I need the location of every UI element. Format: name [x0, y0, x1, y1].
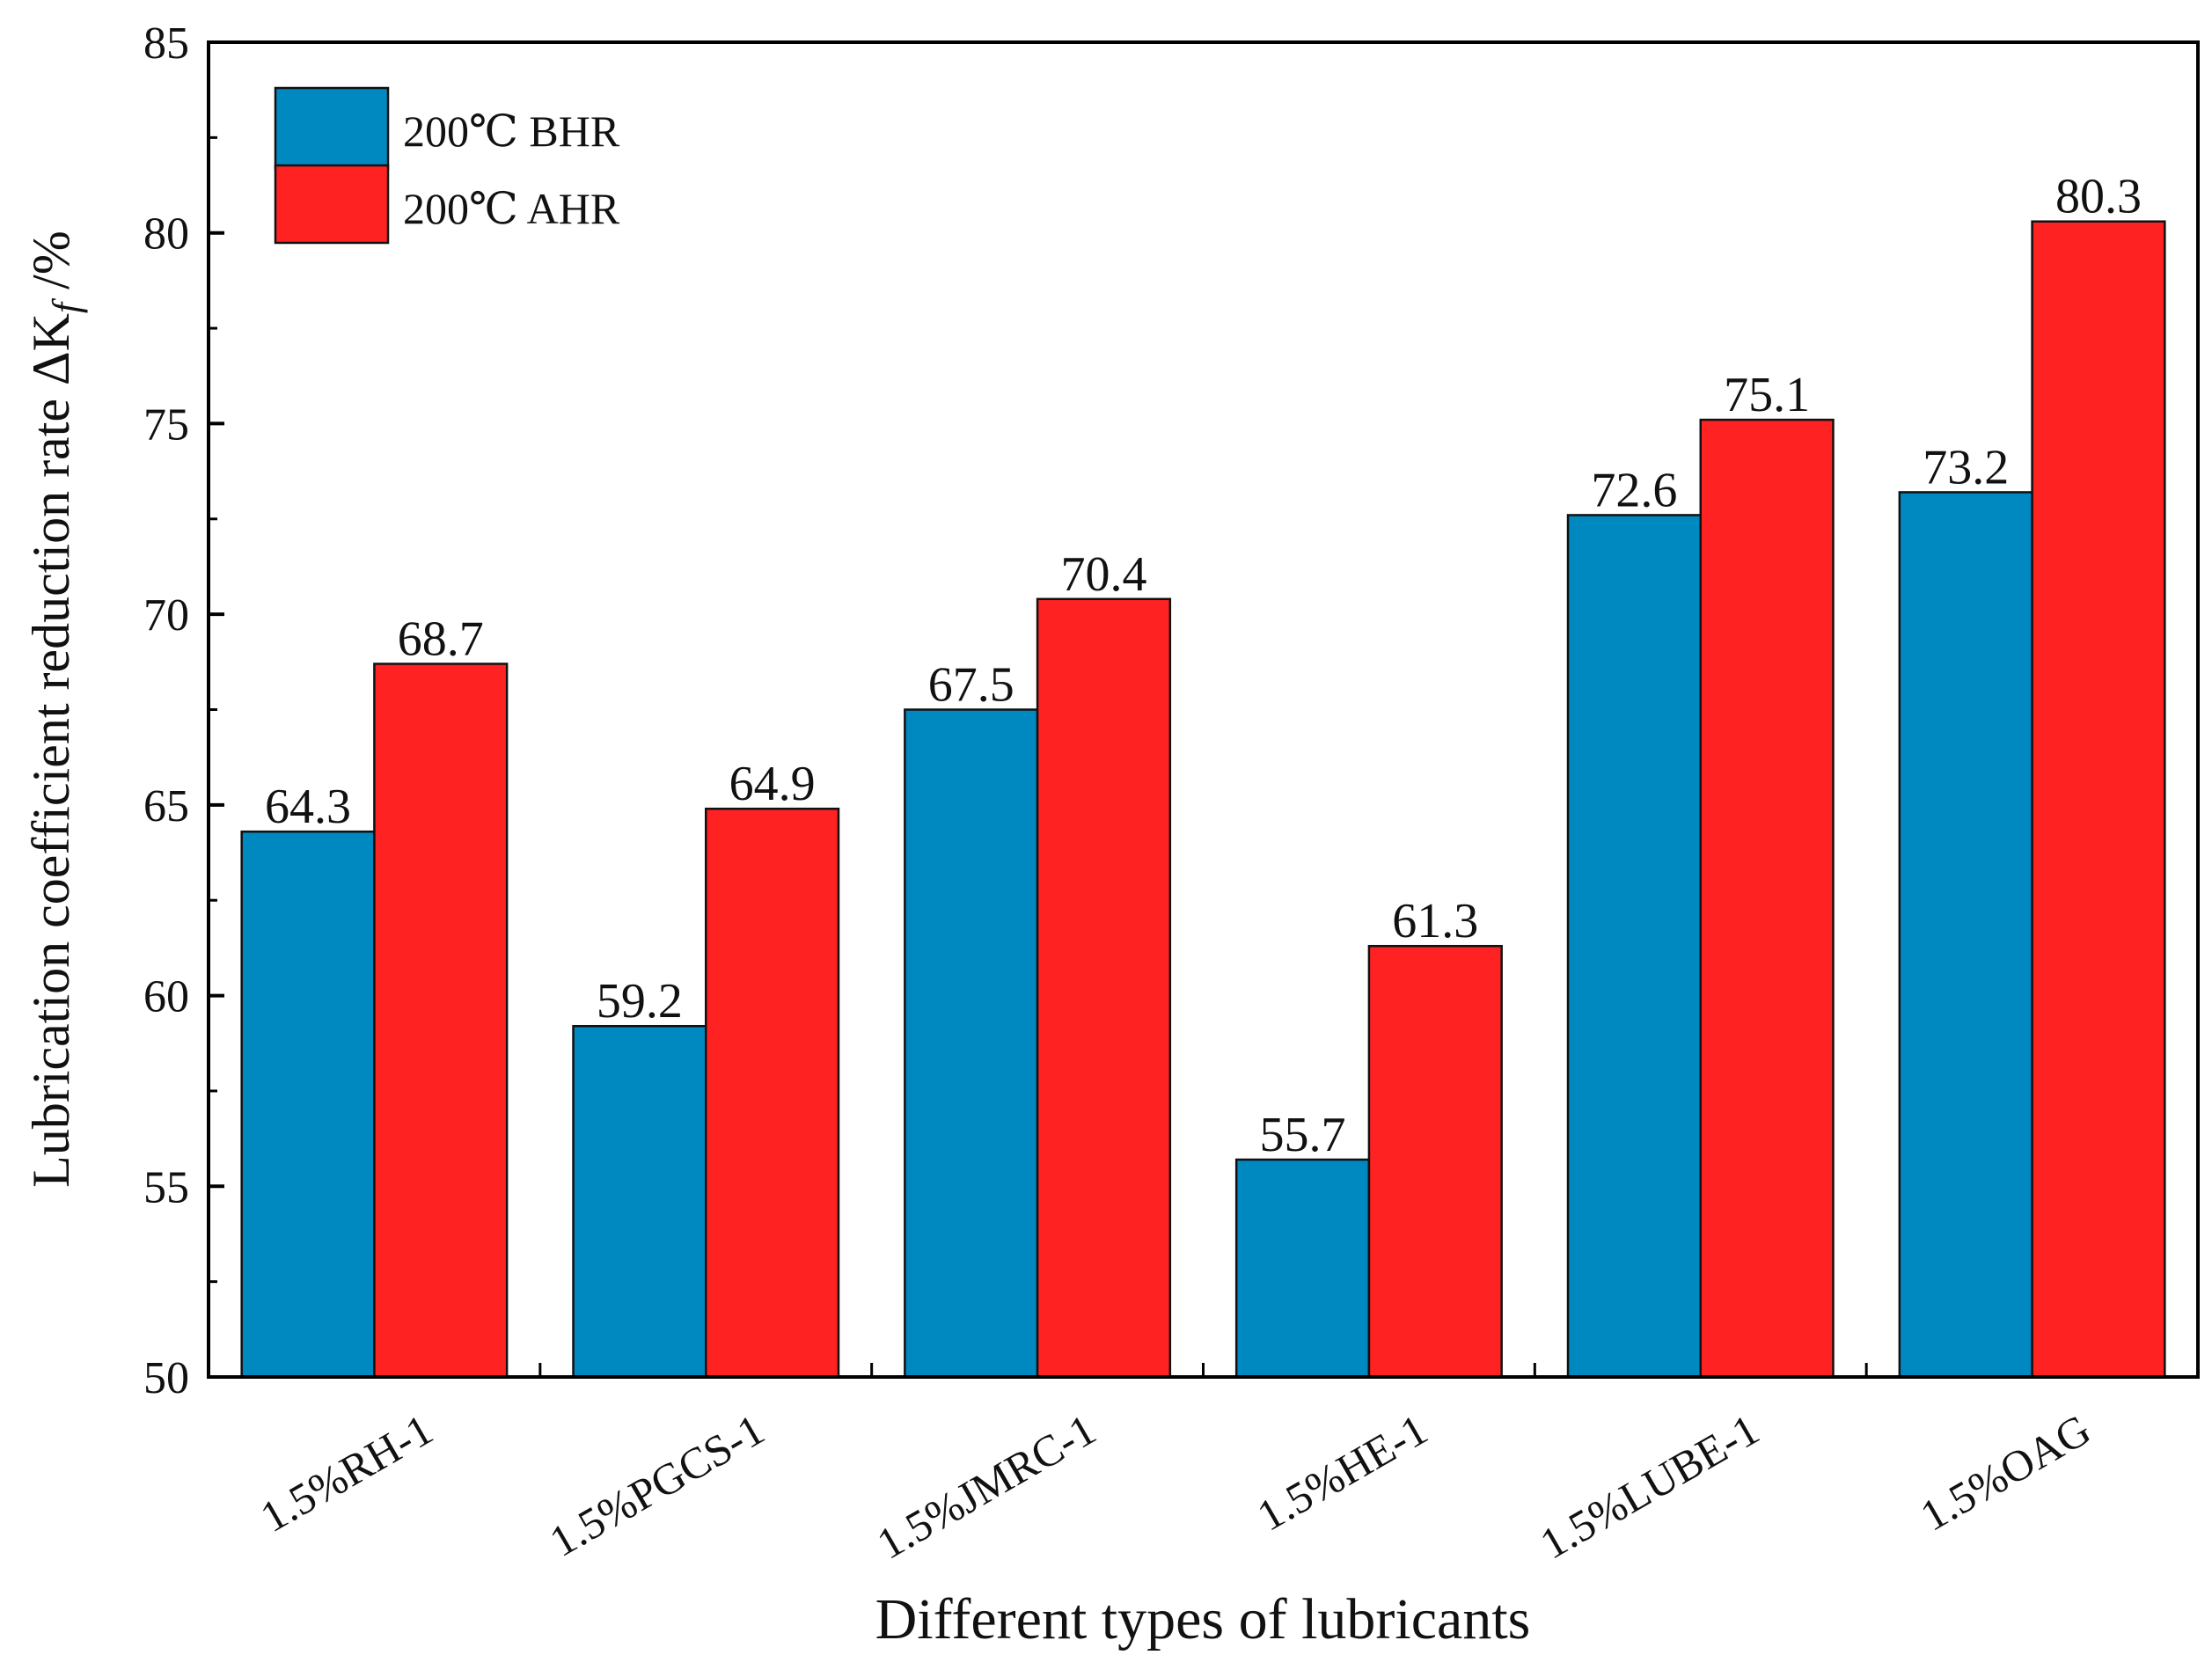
- data-label: 59.2: [597, 974, 683, 1029]
- bar-ahr-5: [2031, 220, 2166, 1379]
- bar-bhr-5: [1898, 491, 2033, 1379]
- legend: 200℃ BHR 200℃ AHR: [274, 86, 620, 245]
- x-tick-label: 1.5%OAG: [1912, 1404, 2098, 1541]
- y-axis-label-main: Lubrication coefficient reduction rate Δ…: [22, 313, 80, 1188]
- data-label: 75.1: [1724, 368, 1810, 422]
- x-tick-label: 1.5%JMRC-1: [868, 1404, 1103, 1569]
- data-label: 61.3: [1392, 894, 1478, 948]
- legend-swatch-1: [274, 164, 390, 245]
- data-label: 55.7: [1260, 1108, 1346, 1162]
- y-axis: 50 55 60 65 70 75 80 85: [143, 18, 224, 1403]
- bars-layer: [240, 220, 2166, 1379]
- y-axis-label-suffix: /%: [22, 231, 80, 303]
- y-tick-label: 50: [143, 1353, 189, 1403]
- data-label: 70.4: [1060, 547, 1146, 602]
- y-tick-label: 60: [143, 972, 189, 1022]
- y-tick-label: 75: [143, 399, 189, 450]
- legend-label-1: 200℃ AHR: [403, 184, 620, 233]
- data-label: 64.9: [729, 757, 816, 811]
- data-label: 73.2: [1923, 440, 2009, 494]
- data-label: 80.3: [2055, 170, 2142, 224]
- bar-bhr-4: [1566, 514, 1703, 1379]
- bar-ahr-1: [705, 807, 840, 1379]
- bar-ahr-2: [1036, 597, 1172, 1379]
- bar-ahr-4: [1699, 418, 1835, 1379]
- x-tick-label: 1.5%PGCS-1: [541, 1404, 773, 1566]
- data-labels-layer: 64.3 59.2 67.5 55.7 72.6 73.2 68.7 64.9 70.4 61.3…: [265, 170, 2142, 1162]
- bar-bhr-0: [240, 830, 376, 1379]
- data-label: 67.5: [928, 658, 1014, 713]
- x-axis: 1.5%RH-1 1.5%PGCS-1 1.5%JMRC-1 1.5%HE-1 1.5%…: [252, 1363, 2098, 1569]
- data-label: 72.6: [1591, 463, 1677, 517]
- bar-bhr-2: [904, 708, 1039, 1379]
- x-tick-label: 1.5%HE-1: [1249, 1404, 1435, 1541]
- y-tick-label: 80: [143, 209, 189, 260]
- y-tick-label: 55: [143, 1162, 189, 1212]
- bar-ahr-0: [373, 663, 509, 1379]
- data-label: 64.3: [265, 780, 351, 834]
- y-tick-label: 70: [143, 590, 189, 641]
- bar-ahr-3: [1367, 944, 1503, 1379]
- data-label: 68.7: [398, 611, 484, 666]
- y-tick-label: 65: [143, 781, 189, 831]
- x-tick-label: 1.5%LUBE-1: [1532, 1404, 1767, 1569]
- y-axis-label: Lubrication coefficient reduction rate Δ…: [22, 231, 88, 1188]
- bar-bhr-3: [1234, 1158, 1371, 1379]
- y-tick-label: 85: [143, 18, 189, 69]
- x-axis-label: Different types of lubricants: [875, 1587, 1531, 1651]
- legend-swatch-0: [274, 86, 390, 171]
- x-tick-label: 1.5%RH-1: [252, 1404, 440, 1542]
- legend-label-0: 200℃ BHR: [403, 106, 620, 156]
- bar-bhr-1: [572, 1024, 707, 1379]
